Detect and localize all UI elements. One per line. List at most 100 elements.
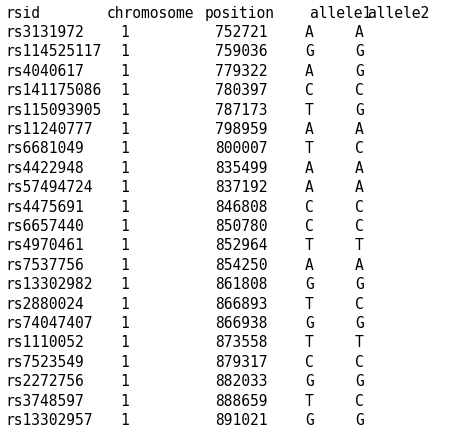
Text: A: A — [305, 25, 314, 40]
Text: 854250: 854250 — [215, 258, 267, 273]
Text: A: A — [355, 25, 364, 40]
Text: rs74047407: rs74047407 — [5, 316, 92, 331]
Text: rs4040617: rs4040617 — [5, 64, 84, 79]
Text: 1: 1 — [120, 297, 129, 312]
Text: T: T — [305, 142, 314, 156]
Text: T: T — [305, 239, 314, 253]
Text: 1: 1 — [120, 316, 129, 331]
Text: rs13302957: rs13302957 — [5, 413, 92, 428]
Text: 888659: 888659 — [215, 394, 267, 409]
Text: rs57494724: rs57494724 — [5, 180, 92, 195]
Text: G: G — [355, 316, 364, 331]
Text: 837192: 837192 — [215, 180, 267, 195]
Text: G: G — [305, 316, 314, 331]
Text: C: C — [355, 219, 364, 234]
Text: C: C — [355, 142, 364, 156]
Text: rs11240777: rs11240777 — [5, 122, 92, 137]
Text: G: G — [305, 413, 314, 428]
Text: rs4970461: rs4970461 — [5, 239, 84, 253]
Text: rs141175086: rs141175086 — [5, 83, 101, 98]
Text: T: T — [305, 394, 314, 409]
Text: 873558: 873558 — [215, 336, 267, 350]
Text: C: C — [305, 355, 314, 370]
Text: 759036: 759036 — [215, 45, 267, 59]
Text: C: C — [305, 219, 314, 234]
Text: 752721: 752721 — [215, 25, 267, 40]
Text: 798959: 798959 — [215, 122, 267, 137]
Text: 779322: 779322 — [215, 64, 267, 79]
Text: rs13302982: rs13302982 — [5, 277, 92, 292]
Text: 861808: 861808 — [215, 277, 267, 292]
Text: 852964: 852964 — [215, 239, 267, 253]
Text: G: G — [355, 45, 364, 59]
Text: 1: 1 — [120, 258, 129, 273]
Text: G: G — [305, 374, 314, 389]
Text: T: T — [355, 239, 364, 253]
Text: 846808: 846808 — [215, 200, 267, 215]
Text: G: G — [305, 45, 314, 59]
Text: C: C — [355, 394, 364, 409]
Text: 850780: 850780 — [215, 219, 267, 234]
Text: C: C — [305, 83, 314, 98]
Text: rs2272756: rs2272756 — [5, 374, 84, 389]
Text: 1: 1 — [120, 122, 129, 137]
Text: A: A — [305, 180, 314, 195]
Text: 787173: 787173 — [215, 103, 267, 118]
Text: C: C — [355, 297, 364, 312]
Text: G: G — [355, 64, 364, 79]
Text: rs3131972: rs3131972 — [5, 25, 84, 40]
Text: position: position — [205, 6, 275, 21]
Text: 1: 1 — [120, 180, 129, 195]
Text: G: G — [355, 277, 364, 292]
Text: 800007: 800007 — [215, 142, 267, 156]
Text: 866938: 866938 — [215, 316, 267, 331]
Text: G: G — [355, 413, 364, 428]
Text: 866893: 866893 — [215, 297, 267, 312]
Text: 891021: 891021 — [215, 413, 267, 428]
Text: rs7523549: rs7523549 — [5, 355, 84, 370]
Text: rs114525117: rs114525117 — [5, 45, 101, 59]
Text: A: A — [305, 161, 314, 176]
Text: A: A — [355, 122, 364, 137]
Text: T: T — [305, 336, 314, 350]
Text: A: A — [305, 122, 314, 137]
Text: rs3748597: rs3748597 — [5, 394, 84, 409]
Text: T: T — [305, 103, 314, 118]
Text: rs7537756: rs7537756 — [5, 258, 84, 273]
Text: A: A — [305, 258, 314, 273]
Text: A: A — [355, 161, 364, 176]
Text: 1: 1 — [120, 200, 129, 215]
Text: allele2: allele2 — [368, 6, 429, 21]
Text: 1: 1 — [120, 374, 129, 389]
Text: 1: 1 — [120, 25, 129, 40]
Text: 1: 1 — [120, 103, 129, 118]
Text: A: A — [355, 258, 364, 273]
Text: chromosome: chromosome — [107, 6, 194, 21]
Text: 1: 1 — [120, 355, 129, 370]
Text: A: A — [355, 180, 364, 195]
Text: 1: 1 — [120, 142, 129, 156]
Text: rs2880024: rs2880024 — [5, 297, 84, 312]
Text: G: G — [355, 374, 364, 389]
Text: 1: 1 — [120, 83, 129, 98]
Text: G: G — [355, 103, 364, 118]
Text: rs115093905: rs115093905 — [5, 103, 101, 118]
Text: rs4422948: rs4422948 — [5, 161, 84, 176]
Text: rs4475691: rs4475691 — [5, 200, 84, 215]
Text: C: C — [305, 200, 314, 215]
Text: rs1110052: rs1110052 — [5, 336, 84, 350]
Text: allele1: allele1 — [310, 6, 371, 21]
Text: 780397: 780397 — [215, 83, 267, 98]
Text: 1: 1 — [120, 336, 129, 350]
Text: 882033: 882033 — [215, 374, 267, 389]
Text: 1: 1 — [120, 394, 129, 409]
Text: 879317: 879317 — [215, 355, 267, 370]
Text: C: C — [355, 200, 364, 215]
Text: C: C — [355, 355, 364, 370]
Text: G: G — [305, 277, 314, 292]
Text: rsid: rsid — [5, 6, 40, 21]
Text: A: A — [305, 64, 314, 79]
Text: C: C — [355, 83, 364, 98]
Text: rs6681049: rs6681049 — [5, 142, 84, 156]
Text: 1: 1 — [120, 277, 129, 292]
